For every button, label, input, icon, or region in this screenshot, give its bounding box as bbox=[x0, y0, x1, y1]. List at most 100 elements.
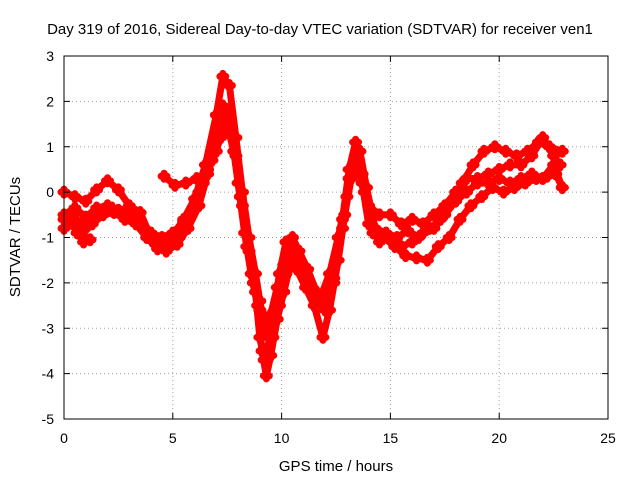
data-point-marker bbox=[401, 224, 415, 238]
data-point-marker bbox=[90, 183, 104, 197]
data-point-marker bbox=[492, 172, 506, 186]
data-point-marker bbox=[246, 276, 260, 290]
data-point-marker bbox=[68, 190, 82, 204]
x-tick-label: 5 bbox=[169, 430, 177, 446]
data-point-marker bbox=[220, 117, 234, 131]
y-tick-labels: 3 2 1 0 -1 -2 -3 -4 -5 bbox=[42, 48, 55, 427]
data-point-marker bbox=[222, 78, 236, 92]
data-point-marker bbox=[151, 242, 165, 256]
data-point-marker bbox=[507, 181, 521, 195]
data-point-marker bbox=[122, 201, 136, 215]
data-point-marker bbox=[111, 203, 125, 217]
data-series bbox=[57, 69, 569, 383]
data-point-marker bbox=[305, 280, 319, 294]
y-axis-label: SDTVAR / TECUs bbox=[7, 177, 24, 297]
data-point-marker bbox=[322, 267, 336, 281]
data-point-marker bbox=[270, 312, 284, 326]
data-point-marker bbox=[96, 208, 110, 222]
data-point-marker bbox=[542, 140, 556, 154]
x-tick-label: 0 bbox=[60, 430, 68, 446]
y-tick-label: -1 bbox=[42, 230, 55, 246]
data-point-marker bbox=[529, 172, 543, 186]
data-point-marker bbox=[346, 158, 360, 172]
series-markers-2 bbox=[57, 99, 569, 367]
data-point-marker bbox=[161, 240, 175, 254]
data-point-marker bbox=[331, 231, 345, 244]
data-point-marker bbox=[531, 135, 545, 149]
data-point-marker bbox=[470, 176, 484, 190]
y-tick-label: 2 bbox=[46, 93, 54, 109]
data-point-marker bbox=[383, 208, 397, 222]
data-point-marker bbox=[277, 258, 291, 272]
data-point-marker bbox=[79, 194, 93, 208]
data-point-marker bbox=[520, 144, 534, 158]
data-point-marker bbox=[460, 185, 474, 199]
y-tick-label: -5 bbox=[42, 411, 55, 427]
data-point-marker bbox=[218, 108, 232, 122]
data-point-marker bbox=[416, 217, 430, 231]
data-point-marker bbox=[255, 344, 269, 358]
data-point-marker bbox=[340, 190, 354, 204]
x-tick-label: 25 bbox=[600, 430, 616, 446]
data-point-marker bbox=[423, 221, 437, 235]
data-point-marker bbox=[144, 226, 158, 240]
data-point-marker bbox=[442, 231, 456, 244]
data-point-marker bbox=[353, 144, 367, 158]
data-point-marker bbox=[214, 131, 228, 145]
data-point-marker bbox=[168, 178, 182, 192]
data-point-marker bbox=[155, 231, 169, 244]
data-point-marker bbox=[259, 321, 273, 335]
data-point-marker bbox=[373, 208, 387, 222]
data-point-marker bbox=[464, 199, 478, 213]
data-point-marker bbox=[316, 330, 330, 344]
data-point-marker bbox=[157, 169, 171, 183]
x-tick-labels: 0 5 10 15 20 25 bbox=[60, 430, 616, 446]
data-point-marker bbox=[455, 176, 469, 190]
data-point-marker bbox=[133, 212, 147, 226]
data-point-marker bbox=[420, 253, 434, 267]
data-point-marker bbox=[101, 199, 115, 213]
data-point-marker bbox=[172, 231, 186, 244]
data-point-marker bbox=[259, 369, 273, 383]
data-point-marker bbox=[499, 144, 513, 158]
data-point-marker bbox=[433, 212, 447, 226]
data-point-marker bbox=[70, 226, 84, 240]
x-tick-label: 15 bbox=[383, 430, 399, 446]
data-point-marker bbox=[349, 135, 363, 149]
data-point-marker bbox=[394, 217, 408, 231]
data-point-marker bbox=[85, 217, 99, 231]
data-point-marker bbox=[285, 231, 299, 244]
data-point-marker bbox=[227, 144, 241, 158]
data-point-marker bbox=[68, 201, 82, 215]
data-point-marker bbox=[253, 303, 267, 317]
x-tick-label: 20 bbox=[491, 430, 507, 446]
data-point-marker bbox=[388, 240, 402, 254]
data-point-marker bbox=[277, 285, 291, 299]
series-markers-4 bbox=[57, 117, 569, 335]
data-point-marker bbox=[190, 172, 204, 186]
data-point-marker bbox=[481, 167, 495, 181]
data-point-marker bbox=[368, 221, 382, 235]
data-point-marker bbox=[475, 190, 489, 204]
data-point-marker bbox=[179, 176, 193, 190]
data-point-marker bbox=[399, 249, 413, 263]
data-point-marker bbox=[66, 217, 80, 231]
data-point-marker bbox=[555, 181, 569, 195]
series-markers-5 bbox=[157, 169, 204, 192]
y-tick-label: 3 bbox=[46, 48, 54, 64]
data-point-marker bbox=[314, 289, 328, 303]
data-point-marker bbox=[514, 158, 528, 172]
y-tick-label: -2 bbox=[42, 275, 55, 291]
data-point-marker bbox=[359, 181, 373, 195]
data-point-marker bbox=[196, 176, 210, 190]
y-tick-label: 0 bbox=[46, 184, 54, 200]
data-point-marker bbox=[296, 267, 310, 281]
data-point-marker bbox=[216, 69, 230, 83]
data-point-marker bbox=[290, 249, 304, 263]
chart-title: Day 319 of 2016, Sidereal Day-to-day VTE… bbox=[47, 21, 593, 38]
data-point-marker bbox=[390, 231, 404, 244]
data-point-marker bbox=[90, 201, 104, 215]
tick-marks bbox=[63, 55, 609, 420]
data-point-marker bbox=[233, 190, 247, 204]
data-point-marker bbox=[547, 158, 561, 172]
